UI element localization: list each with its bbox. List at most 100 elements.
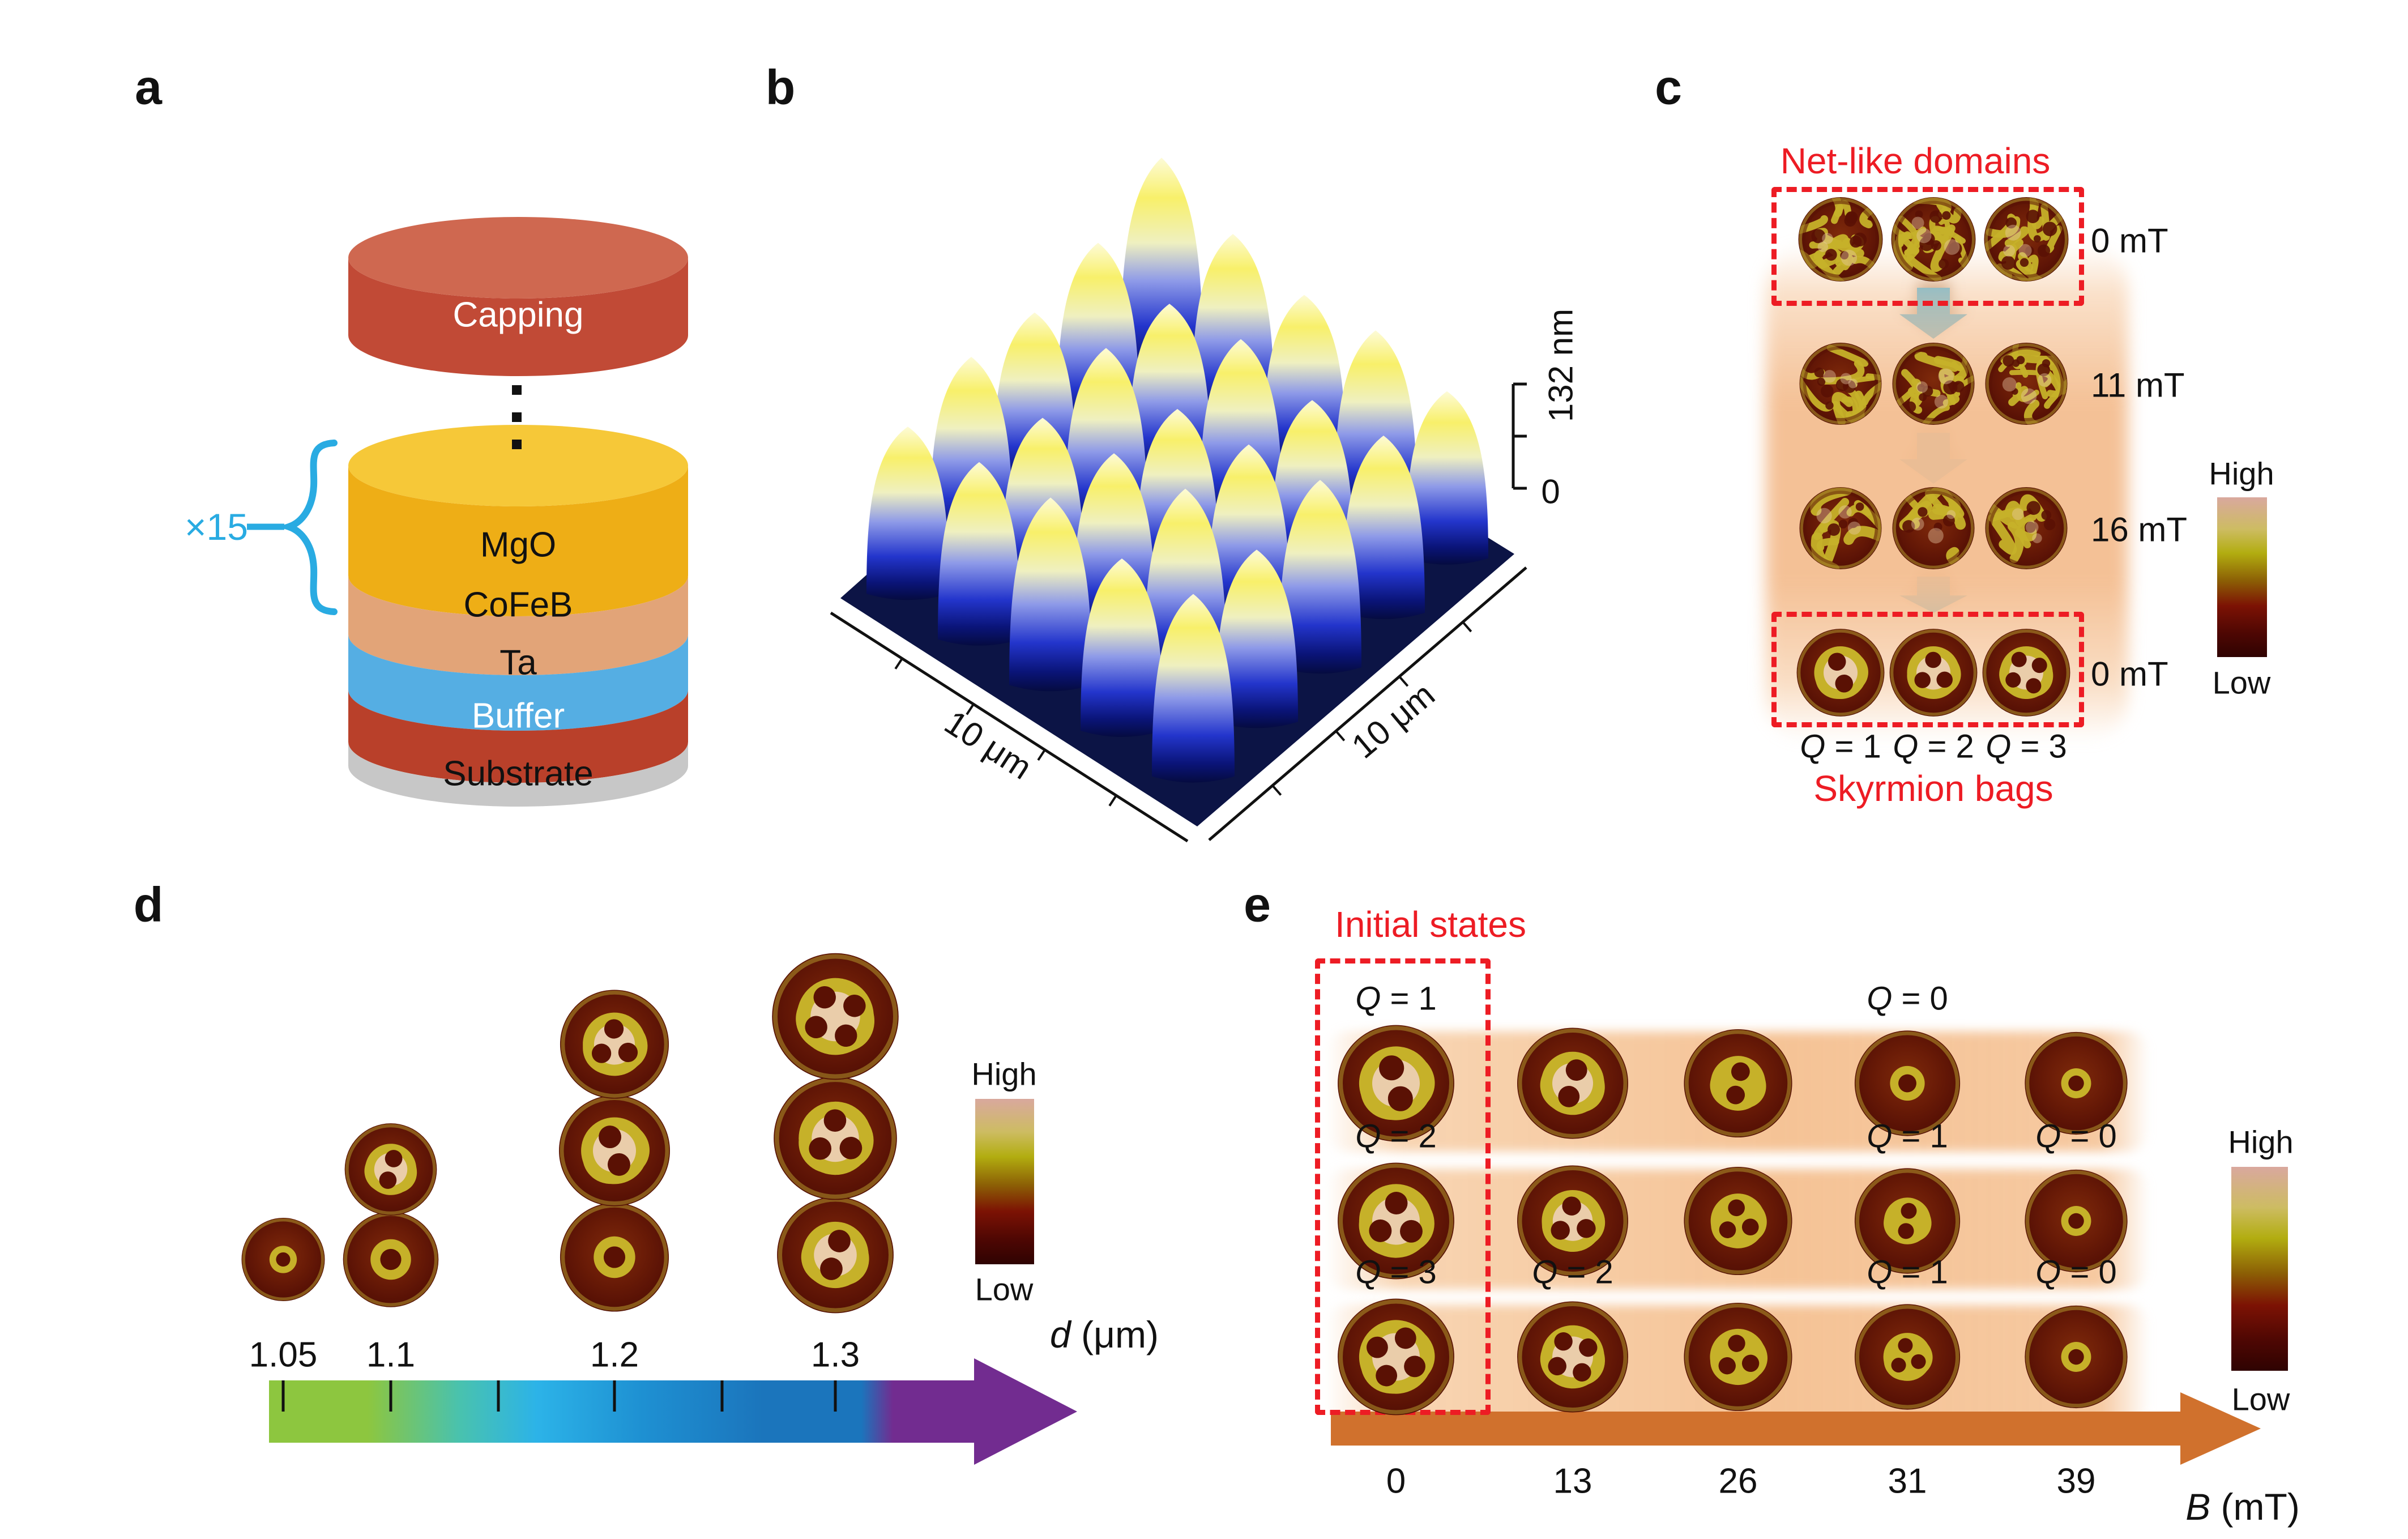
c-column-label-q2: Q = 2 xyxy=(1893,728,1974,765)
e-mfm-disk-row1-col3 xyxy=(1683,1028,1794,1141)
e-mfm-disk-row2-col1 xyxy=(1337,1162,1455,1284)
afm-pillar xyxy=(1279,480,1361,674)
c-mfm-disk-row3-col1 xyxy=(1799,487,1882,573)
layer-label-capping: Capping xyxy=(452,295,584,335)
e-tick-39: 39 xyxy=(2056,1461,2096,1501)
e-q-label: Q = 1 xyxy=(1867,1118,1948,1155)
c-column-label-q1: Q = 1 xyxy=(1800,728,1881,765)
panel-d-label: d xyxy=(133,877,164,932)
c-colorbar-high-label: High xyxy=(2209,455,2274,492)
mgo-top-face xyxy=(348,425,688,506)
d-mfm-disk-1.2-3 xyxy=(559,989,670,1103)
e-tick-13: 13 xyxy=(1553,1461,1592,1501)
e-q-label: Q = 1 xyxy=(1355,980,1437,1017)
d-tick-1.3: 1.3 xyxy=(810,1335,860,1375)
afm-pillar xyxy=(1215,549,1298,728)
e-mfm-disk-row3-col5 xyxy=(2024,1304,2129,1412)
d-tick-1.05: 1.05 xyxy=(249,1335,318,1375)
c-mfm-disk-row3-col2 xyxy=(1892,487,1975,573)
e-mfm-disk-row1-col4 xyxy=(1854,1030,1961,1140)
e-q-label: Q = 0 xyxy=(1867,980,1948,1017)
c-netlike-box xyxy=(1771,187,2084,306)
c-mfm-disk-row4-col2 xyxy=(1889,628,1978,721)
c-mfm-disk-row2-col1 xyxy=(1799,342,1882,429)
stack-diagram xyxy=(247,217,688,807)
c-title-bottom: Skyrmion bags xyxy=(1813,768,2053,809)
e-q-label: Q = 3 xyxy=(1355,1254,1437,1291)
d-mfm-disk-1.1-2 xyxy=(344,1123,438,1220)
c-mfm-disk-row2-col3 xyxy=(1984,342,2068,429)
stack-ellipsis-dot xyxy=(512,412,522,422)
e-axis-label: B (mT) xyxy=(2185,1486,2300,1528)
e-tick-0: 0 xyxy=(1386,1461,1406,1501)
d-mfm-disk-1.2-1 xyxy=(559,1202,670,1316)
b-zaxis-max-label: 132 nm xyxy=(1542,308,1580,423)
d-mfm-disk-1.2-2 xyxy=(558,1094,671,1210)
c-mfm-disk-row4-col3 xyxy=(1982,628,2071,721)
stack-ellipsis-dot xyxy=(512,440,522,449)
e-tick-26: 26 xyxy=(1718,1461,1758,1501)
layer-label-buffer: Buffer xyxy=(471,696,565,736)
d-mfm-disk-1.3-2 xyxy=(772,1076,898,1204)
e-q-label: Q = 0 xyxy=(2035,1118,2117,1155)
repeat-brace xyxy=(278,440,338,615)
e-q-label: Q = 0 xyxy=(2035,1254,2117,1291)
e-mfm-disk-row2-col5 xyxy=(2024,1169,2129,1276)
c-field-label-11mT: 11 mT xyxy=(2091,366,2185,404)
d-colorbar-low-label: Low xyxy=(975,1271,1034,1307)
c-mfm-disk-row1-col1 xyxy=(1798,197,1884,285)
c-field-label-0mT-top: 0 mT xyxy=(2091,221,2168,260)
c-column-label-q3: Q = 3 xyxy=(1986,728,2067,765)
c-colorbar-low-label: Low xyxy=(2212,664,2271,701)
e-title: Initial states xyxy=(1335,904,1526,945)
e-q-label: Q = 2 xyxy=(1532,1254,1613,1291)
e-colorbar-high-label: High xyxy=(2228,1124,2294,1160)
afm-pillar xyxy=(866,427,949,600)
afm-pillar xyxy=(1009,497,1092,692)
repeat-count-label: ×15 xyxy=(185,506,248,548)
e-tick-31: 31 xyxy=(1888,1461,1927,1501)
capping-top-face xyxy=(348,217,688,299)
c-mfm-disk-row3-col3 xyxy=(1984,487,2068,573)
c-mfm-disk-row1-col2 xyxy=(1890,197,1976,285)
panel-c-label: c xyxy=(1655,60,1682,115)
e-mfm-disk-row2-col3 xyxy=(1683,1166,1794,1279)
afm-pillar xyxy=(1152,594,1235,783)
c-colorbar xyxy=(2217,497,2267,657)
d-mfm-disk-1.05-1 xyxy=(241,1217,326,1305)
e-mfm-disk-row1-col2 xyxy=(1516,1027,1629,1143)
layer-label-mgo: MgO xyxy=(480,525,557,565)
c-field-label-16mT: 16 mT xyxy=(2091,510,2188,549)
d-colorbar-high-label: High xyxy=(971,1056,1037,1092)
e-field-axis xyxy=(1331,1392,2261,1465)
e-mfm-disk-row2-col4 xyxy=(1854,1167,1961,1278)
d-tick-1.2: 1.2 xyxy=(590,1335,639,1375)
d-mfm-disk-1.1-1 xyxy=(342,1211,439,1311)
down-arrow-icon xyxy=(1899,433,1967,484)
e-mfm-disk-row1-col1 xyxy=(1337,1024,1455,1146)
layer-label-substrate: Substrate xyxy=(443,754,594,794)
panel-b-label: b xyxy=(765,60,796,115)
e-mfm-disk-row1-col5 xyxy=(2024,1031,2129,1139)
c-mfm-disk-row2-col2 xyxy=(1892,342,1975,429)
e-colorbar xyxy=(2231,1167,2288,1371)
e-mfm-disk-row3-col4 xyxy=(1854,1303,1961,1414)
afm-pillar xyxy=(1406,391,1488,565)
e-mfm-disk-row2-col2 xyxy=(1516,1165,1629,1281)
c-mfm-disk-row4-col1 xyxy=(1796,628,1885,721)
c-field-label-0mT-bot: 0 mT xyxy=(2091,655,2168,693)
c-title-top: Net-like domains xyxy=(1780,140,2051,181)
e-q-label: Q = 2 xyxy=(1355,1118,1437,1155)
e-axis-arrowhead-icon xyxy=(2180,1392,2261,1465)
b-zaxis-min-label: 0 xyxy=(1541,472,1560,511)
panel-e-label: e xyxy=(1244,877,1271,932)
e-colorbar-low-label: Low xyxy=(2231,1381,2290,1417)
panel-a-label: a xyxy=(135,60,162,115)
e-mfm-disk-row3-col2 xyxy=(1516,1301,1629,1417)
d-mfm-disk-1.3-3 xyxy=(771,952,900,1084)
d-tick-1.1: 1.1 xyxy=(366,1335,416,1375)
d-mfm-disk-1.3-1 xyxy=(776,1196,895,1318)
c-skyrmion-box xyxy=(1771,612,2084,727)
d-axis-arrowhead-icon xyxy=(974,1358,1077,1465)
